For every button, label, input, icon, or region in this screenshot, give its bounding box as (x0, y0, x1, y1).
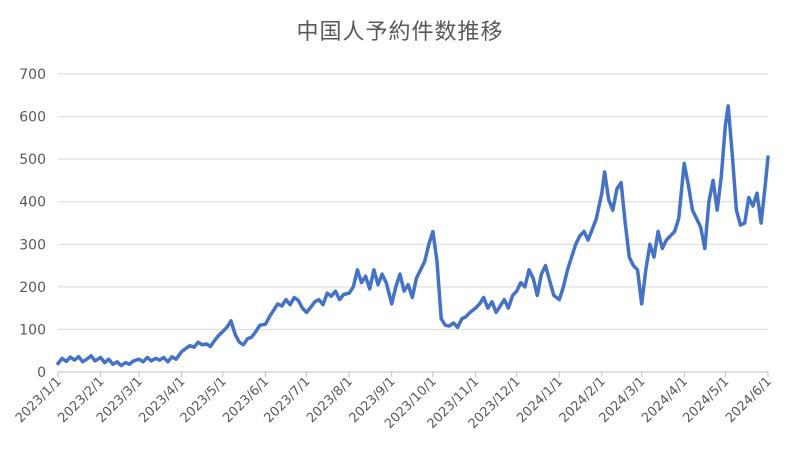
y-tick-label: 0 (37, 365, 46, 381)
y-tick-label: 100 (19, 322, 46, 338)
x-tick-label: 2024/6/1 (723, 374, 775, 426)
y-tick-label: 700 (19, 67, 46, 83)
y-tick-label: 400 (19, 195, 46, 211)
y-tick-label: 200 (19, 280, 46, 296)
y-tick-label: 300 (19, 237, 46, 253)
chart-title: 中国人予約件数推移 (296, 20, 504, 45)
series-line (56, 104, 770, 368)
y-tick-label: 500 (19, 152, 46, 168)
y-tick-label: 600 (19, 110, 46, 126)
